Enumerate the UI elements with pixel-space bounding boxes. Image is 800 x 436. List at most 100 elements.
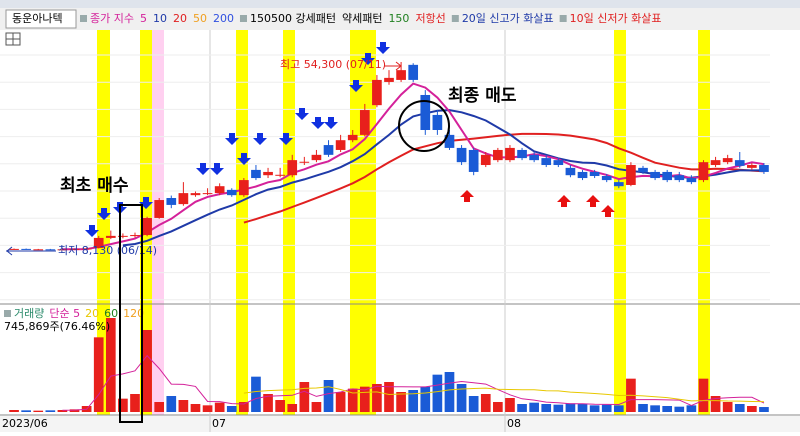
candle-body — [722, 158, 733, 163]
volume-bar — [432, 374, 443, 412]
candle-body — [577, 171, 588, 179]
candle-body — [142, 217, 152, 236]
volume-legend-swatch — [4, 310, 11, 317]
sell-signal-arrow — [253, 133, 267, 145]
low-label: 최저 8,130 (06/14) — [58, 244, 157, 257]
candle-body — [759, 165, 769, 172]
volume-bar — [214, 402, 225, 412]
volume-bar — [505, 398, 515, 412]
volume-legend-item: 단순 5 — [49, 307, 80, 320]
highlight — [283, 30, 295, 415]
candle-body — [287, 160, 298, 176]
volume-bar — [166, 396, 177, 412]
top-strip — [0, 0, 800, 8]
candle-body — [202, 193, 213, 195]
volume-bar — [118, 398, 128, 412]
volume-bar — [154, 402, 165, 412]
volume-bar — [251, 376, 261, 412]
legend-swatch — [559, 15, 567, 22]
sell-signal-arrow — [225, 133, 239, 145]
volume-bar — [178, 400, 189, 412]
date-label: 07 — [212, 417, 226, 430]
candle-body — [589, 171, 600, 177]
legend-bar — [0, 8, 800, 30]
stock-name: 동운아나텍 — [12, 12, 63, 25]
sell-signal-arrow — [361, 53, 375, 65]
candle-body — [432, 114, 443, 131]
volume-bar — [650, 405, 660, 412]
volume-average — [243, 386, 765, 403]
volume-bar — [93, 337, 104, 412]
legend-item: 150 — [388, 12, 409, 25]
legend-swatch — [451, 15, 459, 22]
sell-signal-arrow — [349, 80, 363, 92]
volume-bar — [45, 410, 56, 412]
volume-bar — [674, 406, 685, 412]
volume-bar — [759, 407, 769, 412]
volume-bar — [565, 403, 576, 412]
legend-item: 종가 지수 — [90, 12, 134, 25]
volume-bar — [468, 396, 479, 412]
candle-body — [118, 235, 128, 237]
candle-body — [734, 160, 745, 166]
volume-bar — [734, 404, 745, 412]
volume-bar — [710, 396, 721, 412]
highlight — [236, 30, 248, 415]
sell-signal-arrow — [279, 133, 293, 145]
volume-bar — [722, 402, 733, 412]
stock-name-box[interactable] — [5, 9, 77, 29]
legend-item: 150500 강세패턴 — [250, 12, 336, 25]
volume-legend-item: 20 — [85, 307, 99, 320]
legend-item: 약세패턴 — [342, 11, 382, 25]
candle-body — [468, 149, 479, 172]
volume-bar — [686, 405, 697, 412]
candle-body — [456, 147, 467, 163]
volume-legend-item: 120 — [123, 307, 144, 320]
volume-bar — [130, 394, 140, 412]
highlight — [614, 30, 626, 415]
volume-bar — [747, 406, 757, 412]
volume-bar — [226, 406, 237, 412]
candle-body — [505, 147, 515, 161]
volume-bar — [541, 404, 552, 412]
legend-item: 20 — [173, 12, 187, 25]
volume-bar — [57, 410, 68, 412]
candle-body — [69, 248, 80, 250]
candle-body — [384, 77, 394, 82]
annotation-last-sell: 최종 매도 — [448, 86, 517, 106]
candle-body — [251, 169, 261, 179]
legend-item: 20일 신고가 화살표 — [462, 11, 554, 25]
highlight — [152, 30, 164, 415]
candle-body — [698, 162, 709, 181]
volume-bar — [142, 330, 152, 412]
sell-signal-arrow — [376, 42, 390, 54]
candle-body — [541, 158, 552, 166]
candle-body — [613, 182, 624, 187]
moving-average — [62, 82, 765, 251]
volume-bar — [601, 404, 612, 412]
candle-body — [444, 134, 455, 148]
sell-circle — [398, 100, 450, 152]
buy-signal-arrow — [557, 195, 571, 207]
candle-body — [81, 248, 92, 250]
candle-body — [335, 140, 346, 150]
legend-item: 50 — [193, 12, 207, 25]
sell-signal-arrow — [237, 153, 251, 165]
legend-item: 10 — [153, 12, 167, 25]
volume-bar — [662, 406, 673, 412]
candle-body — [239, 180, 249, 196]
volume-bar — [589, 405, 600, 412]
volume-bar — [105, 318, 116, 412]
volume-bar — [553, 404, 564, 412]
candle-body — [553, 160, 564, 166]
candle-body — [565, 167, 576, 176]
candle-body — [529, 154, 539, 161]
sell-signal-arrow — [295, 108, 309, 120]
candle-body — [347, 134, 358, 141]
candle-body — [105, 235, 116, 238]
candle-body — [626, 165, 636, 185]
moving-average — [243, 132, 765, 224]
candle-body — [214, 186, 225, 194]
candle-body — [420, 94, 431, 131]
